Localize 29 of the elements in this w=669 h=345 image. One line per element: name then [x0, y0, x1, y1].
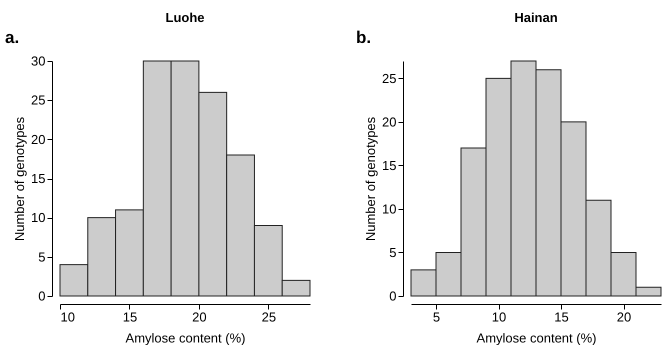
- y-tick-label: 0: [38, 288, 46, 304]
- y-tick-label: 5: [389, 244, 396, 260]
- y-tick-label: 20: [31, 132, 46, 147]
- x-tick-label: 15: [122, 310, 138, 324]
- y-tick-label: 25: [31, 92, 46, 108]
- chart-title: Luohe: [166, 10, 204, 25]
- x-tick-label: 15: [554, 310, 569, 324]
- x-axis-title: Amylose content (%): [476, 330, 596, 345]
- y-tick-label: 5: [38, 249, 46, 264]
- text: b.: [356, 28, 372, 47]
- y-axis-title: Number of genotypes: [12, 116, 28, 242]
- x-axis-title: Amylose content (%): [126, 330, 246, 345]
- x-tick-label: 20: [616, 310, 632, 324]
- y-tick-label: 25: [382, 70, 396, 86]
- y-axis-title: Number of genotypes: [363, 116, 378, 242]
- y-tick-label: 10: [382, 201, 396, 216]
- y-tick-label: 10: [31, 210, 46, 226]
- y-tick-label: 0: [389, 288, 396, 304]
- x-tick-label: 5: [432, 310, 440, 324]
- y-tick-label: 30: [31, 54, 46, 68]
- x-tick-label: 25: [262, 310, 276, 324]
- text: a.: [5, 28, 20, 47]
- y-tick-label: 20: [382, 114, 396, 130]
- x-tick-label: 10: [492, 310, 506, 324]
- x-tick-label: 20: [192, 310, 207, 324]
- y-tick-label: 15: [382, 158, 396, 173]
- y-tick-label: 15: [31, 171, 46, 186]
- chart-title: Hainan: [514, 10, 558, 25]
- x-tick-label: 10: [60, 310, 75, 324]
